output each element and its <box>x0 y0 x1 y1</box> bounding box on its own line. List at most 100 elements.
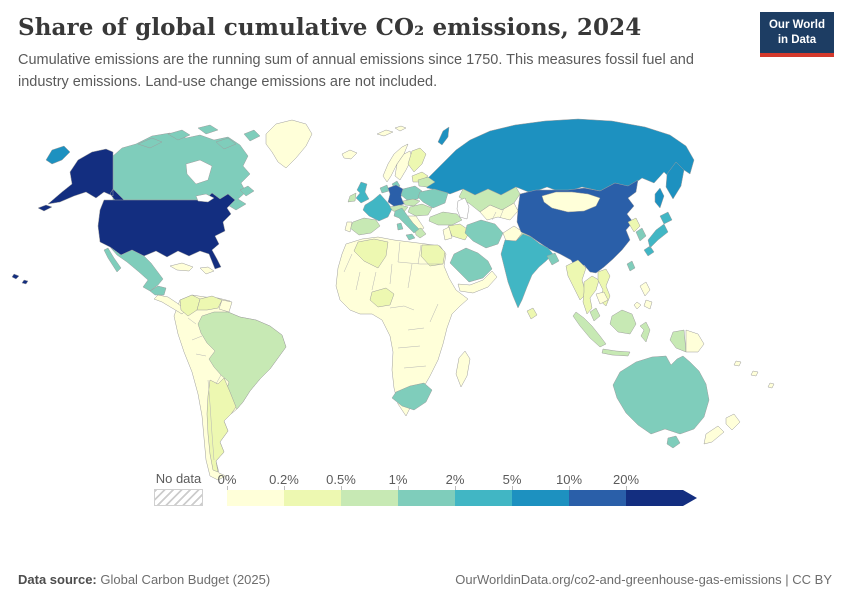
country-indonesia[interactable] <box>572 309 687 356</box>
country-netherlands-belgium[interactable] <box>379 184 390 193</box>
country-india[interactable] <box>500 233 554 308</box>
country-iran[interactable] <box>464 219 504 248</box>
legend-no-data-swatch[interactable] <box>154 488 203 506</box>
country-japan[interactable] <box>643 211 673 256</box>
country-australia[interactable] <box>612 355 710 434</box>
country-myanmar[interactable] <box>565 259 587 300</box>
islands-hawaii[interactable] <box>11 273 29 284</box>
country-cuba[interactable] <box>169 262 194 271</box>
country-portugal[interactable] <box>344 221 353 232</box>
country-iceland[interactable] <box>341 149 358 159</box>
owid-logo-line1: Our World <box>768 19 825 31</box>
island-tasmania[interactable] <box>666 435 681 448</box>
country-ukraine[interactable] <box>417 188 449 208</box>
region-czech-slovakia[interactable] <box>402 198 421 206</box>
country-italy[interactable] <box>393 207 420 233</box>
island-hispaniola[interactable] <box>199 266 215 274</box>
country-new-zealand[interactable] <box>703 413 741 444</box>
legend-no-data-label: No data <box>155 470 202 486</box>
legend-tick-label: 1% <box>388 471 408 487</box>
country-taiwan[interactable] <box>626 260 636 271</box>
legend-tick-line <box>455 485 456 490</box>
chart-header: Share of global cumulative CO₂ emissions… <box>0 0 850 94</box>
country-cambodia[interactable] <box>595 291 609 304</box>
country-mexico[interactable] <box>103 246 167 295</box>
country-germany[interactable] <box>387 184 405 207</box>
country-saudi-arabia[interactable] <box>449 247 493 282</box>
legend-bin[interactable]: 20% <box>613 472 683 506</box>
world-map <box>11 118 775 480</box>
country-south-africa[interactable] <box>391 382 433 410</box>
country-finland[interactable] <box>407 147 427 172</box>
country-brazil[interactable] <box>197 311 287 409</box>
country-united-kingdom[interactable] <box>355 181 370 203</box>
legend-arrow-cap <box>683 489 697 506</box>
owid-logo-line2: in Data <box>777 33 817 46</box>
country-spain[interactable] <box>349 217 381 235</box>
region-yemen-oman[interactable] <box>457 270 498 293</box>
owid-url-link[interactable]: OurWorldinData.org/co2-and-greenhouse-ga… <box>455 572 832 587</box>
legend-tick-label: 0% <box>217 471 237 487</box>
country-papua-new-guinea[interactable] <box>685 329 705 352</box>
region-africa[interactable] <box>335 236 469 416</box>
legend-bin[interactable]: 5% <box>503 472 569 506</box>
legend-no-data[interactable]: No data <box>154 471 203 506</box>
country-thailand[interactable] <box>582 275 600 314</box>
central-asia-interior-borders <box>491 207 505 220</box>
legend-tick-label: 0.2% <box>269 471 299 487</box>
legend-bin[interactable]: 0.5% <box>326 472 398 506</box>
country-poland[interactable] <box>400 185 423 200</box>
island-sicily[interactable] <box>405 233 416 240</box>
island-sardinia[interactable] <box>396 222 404 230</box>
legend-bin[interactable]: 2% <box>446 472 512 506</box>
legend-bin[interactable]: 0% <box>218 472 284 506</box>
country-madagascar[interactable] <box>455 350 471 387</box>
region-guyanas[interactable] <box>218 299 233 312</box>
country-south-korea[interactable] <box>635 227 647 241</box>
country-russia-novaya-zemlya[interactable] <box>437 126 450 145</box>
country-bangladesh[interactable] <box>546 252 560 265</box>
country-norway[interactable] <box>382 143 409 182</box>
country-france[interactable] <box>362 193 393 221</box>
region-central-america[interactable] <box>153 294 187 314</box>
legend-bin[interactable]: 1% <box>389 472 455 506</box>
data-source-text: Global Carbon Budget (2025) <box>96 572 271 587</box>
country-greece[interactable] <box>414 227 427 238</box>
country-sri-lanka[interactable] <box>526 307 538 319</box>
legend-tick-line <box>512 485 513 490</box>
owid-logo[interactable]: Our World in Data <box>759 12 834 57</box>
country-russia-kamchatka[interactable] <box>665 161 685 199</box>
hudson-bay <box>185 159 213 184</box>
country-greenland[interactable] <box>265 119 313 168</box>
chart-subtitle: Cumulative emissions are the running sum… <box>18 52 694 90</box>
legend-tick-line <box>284 485 285 490</box>
country-philippines[interactable] <box>633 281 653 309</box>
country-russia[interactable] <box>423 118 695 195</box>
country-north-korea[interactable] <box>627 217 641 232</box>
country-malaysia[interactable] <box>589 307 601 321</box>
country-algeria[interactable] <box>353 238 389 268</box>
legend-bin[interactable]: 0.2% <box>269 472 341 506</box>
country-belarus[interactable] <box>417 176 436 187</box>
legend-tick-line <box>227 485 228 490</box>
chart-title: Share of global cumulative CO₂ emissions… <box>18 14 642 41</box>
region-israel-jordan[interactable] <box>442 226 453 240</box>
island-newfoundland[interactable] <box>239 185 255 196</box>
islands-svalbard[interactable] <box>376 125 407 136</box>
legend-tick-label: 5% <box>502 471 522 487</box>
islands-pacific[interactable] <box>733 360 775 388</box>
country-russia-chukotka[interactable] <box>45 145 71 164</box>
great-lakes <box>195 193 215 202</box>
legend-tick-line <box>569 485 570 490</box>
islands-canadian-arctic[interactable] <box>137 124 261 149</box>
country-russia-sakhalin[interactable] <box>654 187 665 208</box>
country-ireland[interactable] <box>347 192 357 202</box>
country-usa[interactable] <box>97 192 236 269</box>
country-argentina[interactable] <box>206 377 237 472</box>
country-mongolia[interactable] <box>541 191 601 212</box>
country-turkey[interactable] <box>428 211 463 225</box>
country-venezuela[interactable] <box>196 295 223 310</box>
legend-bin[interactable]: 10% <box>556 472 626 506</box>
region-hungary-romania[interactable] <box>407 203 433 216</box>
country-nigeria[interactable] <box>369 287 395 307</box>
